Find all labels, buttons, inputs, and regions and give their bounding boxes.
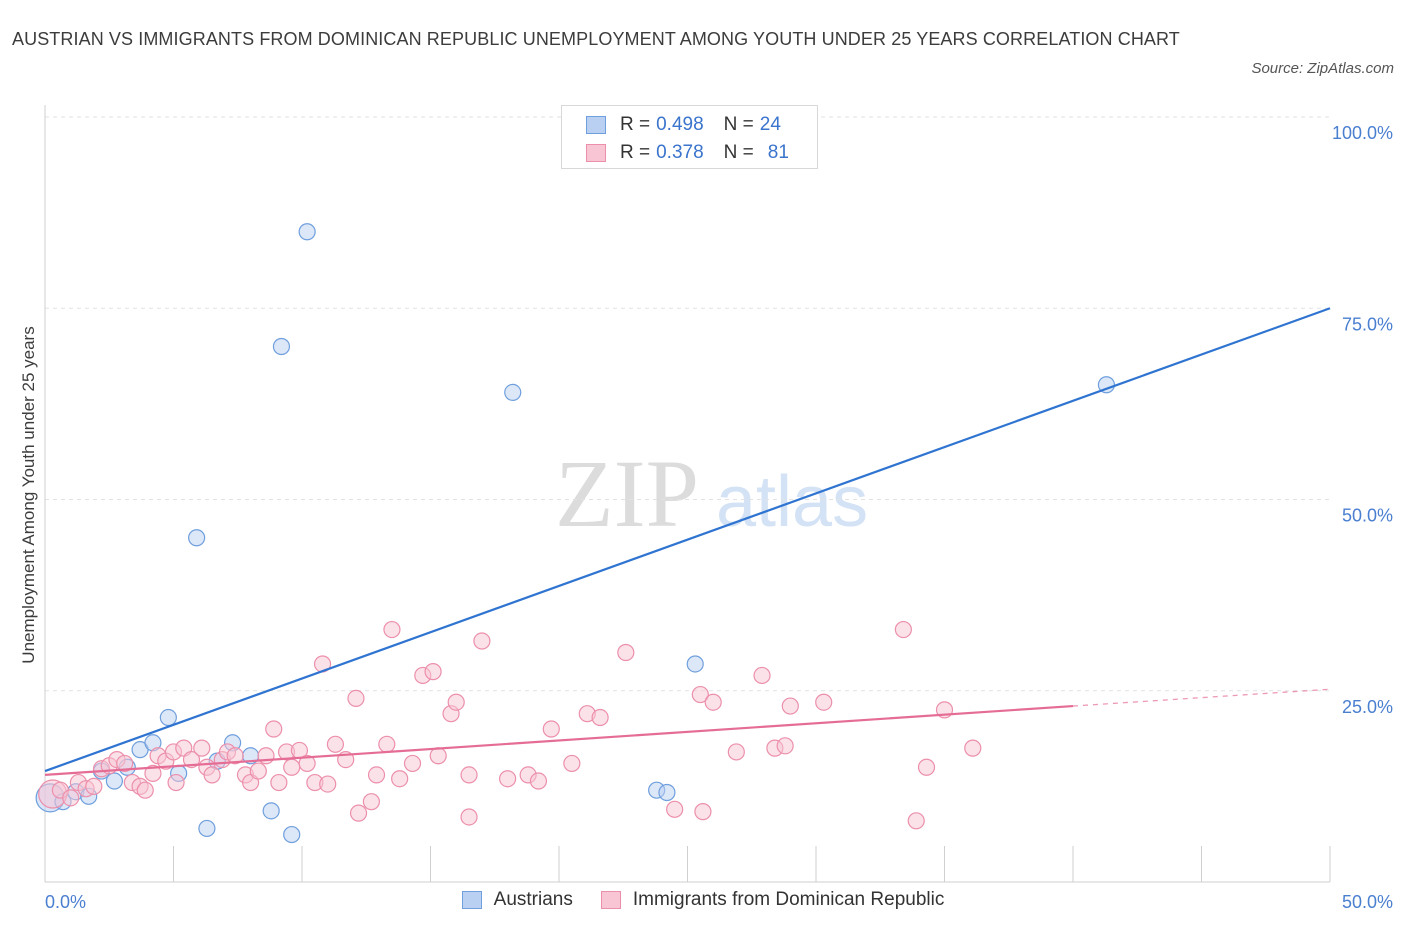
watermark-zip: ZIP [555, 440, 699, 547]
austrians-point [272, 337, 291, 356]
dominican-point [319, 775, 337, 793]
dominican-point [694, 803, 712, 821]
austrians-point [283, 825, 301, 844]
x-tick-label-max: 50.0% [1342, 892, 1393, 912]
austrians-point [198, 819, 216, 838]
legend-row-dominican: R = 0.378 N = 81 [586, 141, 789, 165]
dominican-point [907, 812, 925, 830]
dominican-point [226, 747, 244, 765]
series-name-austrians: Austrians [493, 889, 573, 910]
legend-row-austrians: R = 0.498 N = 24 [586, 113, 781, 137]
dominican-point [666, 800, 684, 818]
dominican-point [753, 666, 771, 685]
austrians-point [686, 655, 704, 673]
dominican-point [298, 754, 316, 773]
legend-n-label: N = [723, 142, 754, 163]
dominican-point [460, 766, 478, 784]
dominican-point [727, 743, 745, 761]
series-legend-dominican[interactable]: Immigrants from Dominican Republic [600, 889, 945, 911]
dominican-point [391, 770, 409, 788]
dominican-point [473, 632, 491, 650]
austrians-point [298, 223, 316, 241]
dominican-point [403, 754, 422, 773]
y-tick-label: 100.0% [1332, 123, 1393, 143]
dominican-point [964, 739, 982, 757]
series-swatch-dominican [600, 891, 621, 909]
dominican-point [249, 762, 267, 780]
dominican-point [144, 764, 162, 782]
legend-swatch-dominican [586, 144, 606, 162]
series-name-dominican: Immigrants from Dominican Republic [632, 889, 945, 910]
dominican-point [167, 773, 185, 792]
dominican-point [894, 620, 912, 639]
dominican-point [460, 808, 478, 826]
austrians-point [105, 772, 123, 790]
dominican-point [182, 750, 201, 769]
series-legend-austrians[interactable]: Austrians [461, 889, 573, 911]
dominican-point [691, 685, 709, 704]
dominican-point [136, 781, 154, 799]
dominican-trend-extension [1072, 688, 1331, 707]
dominican-point [270, 773, 288, 792]
legend-n-label: N = [723, 114, 754, 135]
austrians-point [262, 802, 280, 820]
dominican-point [383, 620, 401, 639]
chart-source: Source: ZipAtlas.com [1251, 60, 1394, 77]
dominican-point [591, 708, 609, 727]
correlation-legend: R = 0.498 N = 24 R = 0.378 N = 81 [561, 105, 818, 169]
legend-n-value: 24 [759, 114, 781, 135]
legend-r-value: 0.378 [656, 142, 704, 163]
dominican-point [85, 777, 103, 795]
series-legend: Austrians Immigrants from Dominican Repu… [0, 889, 1406, 911]
legend-n-value: 81 [767, 142, 789, 163]
dominican-point [116, 754, 134, 773]
legend-swatch-austrians [586, 116, 606, 134]
austrians-trend-line [44, 307, 1331, 773]
dominican-point [283, 758, 301, 776]
legend-r-label: R = [620, 142, 651, 163]
dominican-point [424, 663, 442, 681]
dominican-point [347, 689, 365, 708]
dominican-point [499, 770, 517, 788]
dominican-point [62, 789, 80, 807]
austrians-point [188, 529, 206, 547]
series-swatch-austrians [461, 891, 482, 909]
dominican-point [781, 697, 799, 715]
dominican-point [542, 720, 560, 738]
dominican-point [563, 754, 581, 773]
dominican-point [349, 804, 368, 822]
y-tick-label: 75.0% [1342, 314, 1393, 334]
dominican-point [265, 720, 283, 738]
dominican-point [815, 693, 833, 711]
dominican-trend-line [44, 704, 1074, 776]
dominican-point [362, 793, 380, 811]
dominican-point [529, 772, 548, 790]
dominican-point [917, 758, 936, 776]
dominican-point [429, 747, 447, 765]
dominican-point [704, 693, 722, 711]
legend-r-value: 0.498 [656, 114, 704, 135]
dominican-point [378, 735, 396, 753]
dominican-point [367, 766, 386, 784]
dominican-point [447, 693, 465, 711]
x-tick-label-min: 0.0% [45, 892, 86, 912]
y-tick-label: 25.0% [1342, 697, 1393, 717]
dominican-point [326, 735, 345, 753]
y-tick-label: 50.0% [1342, 506, 1393, 526]
legend-r-label: R = [620, 114, 651, 135]
dominican-point [203, 766, 221, 784]
dominican-point [193, 739, 211, 757]
chart-title: AUSTRIAN VS IMMIGRANTS FROM DOMINICAN RE… [12, 29, 1180, 49]
austrians-point [504, 383, 522, 401]
austrians-point [159, 708, 177, 727]
austrians-point [658, 783, 676, 802]
dominican-point [776, 737, 794, 755]
dominican-point [617, 643, 635, 662]
